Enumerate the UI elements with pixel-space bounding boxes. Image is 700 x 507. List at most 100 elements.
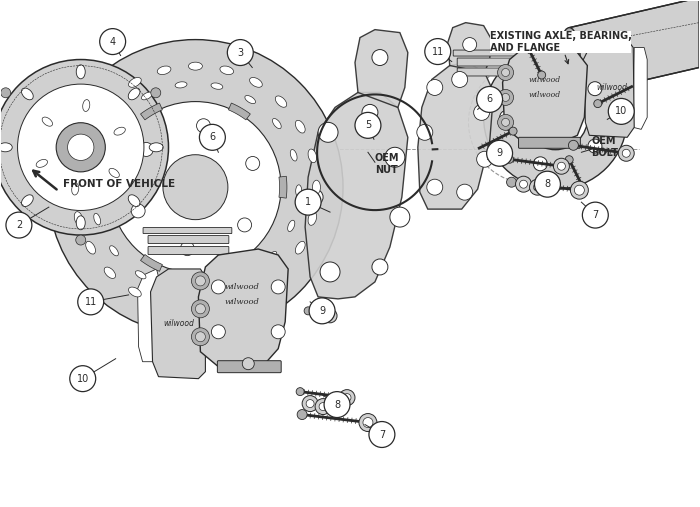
Circle shape <box>523 85 588 150</box>
Circle shape <box>372 259 388 275</box>
Circle shape <box>498 115 514 130</box>
Polygon shape <box>138 269 158 361</box>
Text: OEM
NUT: OEM NUT <box>375 154 400 175</box>
Circle shape <box>565 156 573 164</box>
Ellipse shape <box>71 180 78 194</box>
Text: 6: 6 <box>486 94 493 104</box>
Circle shape <box>363 418 373 427</box>
Circle shape <box>416 124 433 140</box>
Polygon shape <box>228 255 251 271</box>
Circle shape <box>570 181 588 199</box>
FancyBboxPatch shape <box>453 50 539 56</box>
Ellipse shape <box>188 62 202 70</box>
Circle shape <box>1 88 10 98</box>
Circle shape <box>557 162 566 170</box>
Ellipse shape <box>295 120 305 133</box>
Ellipse shape <box>110 246 118 256</box>
Circle shape <box>323 309 337 323</box>
Circle shape <box>427 179 442 195</box>
Circle shape <box>519 180 528 188</box>
Ellipse shape <box>74 212 83 225</box>
Circle shape <box>505 155 514 163</box>
Circle shape <box>18 84 144 210</box>
Circle shape <box>302 395 318 412</box>
Text: 6: 6 <box>209 132 216 142</box>
FancyBboxPatch shape <box>148 236 229 243</box>
Ellipse shape <box>104 267 116 278</box>
Circle shape <box>271 280 285 294</box>
Circle shape <box>110 101 281 273</box>
Circle shape <box>318 122 338 142</box>
Circle shape <box>588 139 602 153</box>
Circle shape <box>271 325 285 339</box>
Ellipse shape <box>211 83 223 89</box>
Circle shape <box>6 212 32 238</box>
Ellipse shape <box>288 220 295 232</box>
Text: 8: 8 <box>334 400 340 410</box>
Circle shape <box>195 276 205 286</box>
Ellipse shape <box>83 99 90 112</box>
Circle shape <box>509 127 517 135</box>
Polygon shape <box>448 23 491 73</box>
Ellipse shape <box>22 88 33 100</box>
Circle shape <box>320 262 340 282</box>
Ellipse shape <box>129 78 141 87</box>
Ellipse shape <box>85 241 95 254</box>
Ellipse shape <box>220 300 234 308</box>
Circle shape <box>486 140 512 166</box>
Ellipse shape <box>36 160 48 167</box>
Circle shape <box>463 38 477 52</box>
Circle shape <box>452 71 468 87</box>
Text: 2: 2 <box>16 220 22 230</box>
Circle shape <box>211 325 225 339</box>
Ellipse shape <box>267 251 276 261</box>
Circle shape <box>575 185 584 195</box>
Ellipse shape <box>245 95 255 103</box>
Circle shape <box>535 171 561 197</box>
FancyBboxPatch shape <box>457 58 536 66</box>
Circle shape <box>195 332 205 342</box>
Text: OEM
BOLT: OEM BOLT <box>592 136 618 158</box>
FancyBboxPatch shape <box>519 137 580 148</box>
Circle shape <box>48 40 343 335</box>
Polygon shape <box>141 255 162 271</box>
Circle shape <box>307 189 323 205</box>
Ellipse shape <box>290 150 297 161</box>
Circle shape <box>533 157 547 171</box>
Ellipse shape <box>0 143 12 152</box>
Circle shape <box>622 149 630 157</box>
Ellipse shape <box>175 82 187 88</box>
Circle shape <box>195 304 205 314</box>
FancyBboxPatch shape <box>143 228 232 234</box>
Circle shape <box>538 71 546 79</box>
Ellipse shape <box>312 180 321 194</box>
Circle shape <box>385 148 405 167</box>
Ellipse shape <box>559 27 580 97</box>
Circle shape <box>150 88 161 98</box>
Circle shape <box>529 179 545 195</box>
Circle shape <box>502 118 510 126</box>
Circle shape <box>608 98 634 124</box>
Ellipse shape <box>22 195 33 206</box>
Circle shape <box>554 158 569 174</box>
Circle shape <box>456 184 473 200</box>
Circle shape <box>306 400 314 408</box>
Ellipse shape <box>295 241 305 254</box>
Circle shape <box>181 242 195 256</box>
Polygon shape <box>583 40 634 137</box>
Text: 11: 11 <box>432 47 444 57</box>
Ellipse shape <box>128 195 140 206</box>
Circle shape <box>242 358 254 370</box>
Circle shape <box>246 157 260 170</box>
Circle shape <box>594 100 602 107</box>
Circle shape <box>0 59 169 235</box>
Circle shape <box>211 280 225 294</box>
Polygon shape <box>503 46 587 142</box>
Circle shape <box>191 272 209 290</box>
Ellipse shape <box>250 287 262 297</box>
Ellipse shape <box>250 78 262 87</box>
Circle shape <box>76 235 85 245</box>
Ellipse shape <box>74 149 83 163</box>
Circle shape <box>498 64 514 81</box>
Circle shape <box>78 289 104 315</box>
